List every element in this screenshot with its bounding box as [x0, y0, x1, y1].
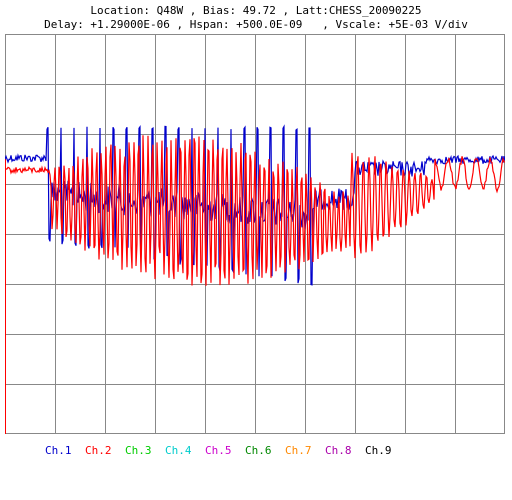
legend-ch6: Ch.6: [245, 444, 272, 457]
legend-ch8: Ch.8: [325, 444, 352, 457]
plot-traces: [5, 124, 505, 286]
legend-ch2: Ch.2: [85, 444, 112, 457]
legend-ch1: Ch.1: [45, 444, 72, 457]
oscilloscope-plot: [5, 34, 505, 434]
legend-ch3: Ch.3: [125, 444, 152, 457]
trace-ch2: [5, 135, 505, 286]
legend-ch5: Ch.5: [205, 444, 232, 457]
header-line-location: Location: Q48W , Bias: 49.72 , Latt:CHES…: [90, 4, 422, 17]
scope-header: Location: Q48W , Bias: 49.72 , Latt:CHES…: [0, 0, 512, 34]
legend-ch9: Ch.9: [365, 444, 392, 457]
channel-legend: Ch.1 Ch.2 Ch.3 Ch.4 Ch.5 Ch.6 Ch.7 Ch.8 …: [0, 444, 512, 460]
legend-ch7: Ch.7: [285, 444, 312, 457]
header-line-settings: Delay: +1.29000E-06 , Hspan: +500.0E-09 …: [44, 18, 468, 31]
legend-ch4: Ch.4: [165, 444, 192, 457]
trace-ch1: [5, 124, 505, 286]
